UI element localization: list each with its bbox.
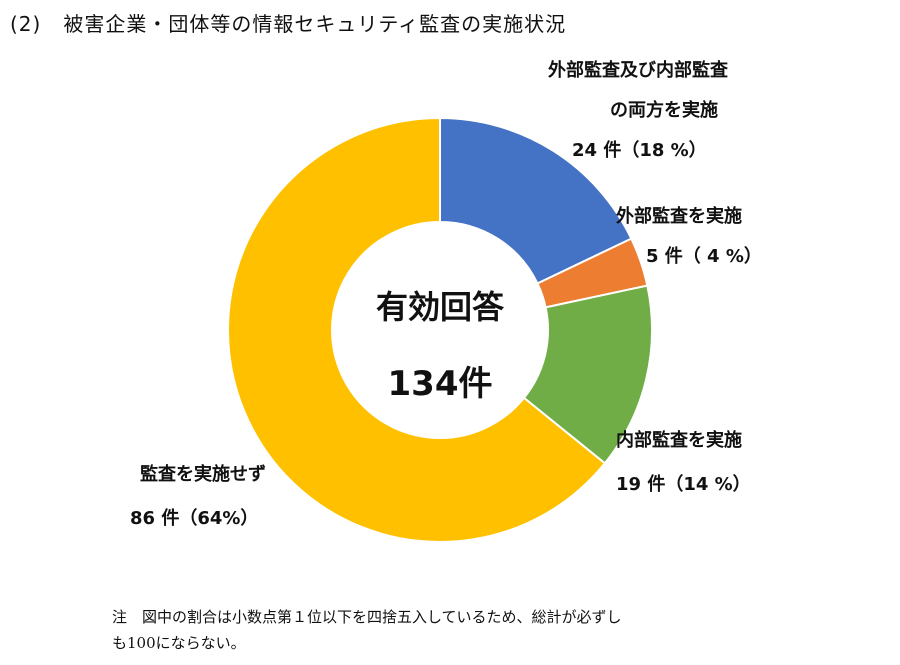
label-both-audits-line1: 外部監査及び内部監査	[548, 60, 728, 81]
label-external-audit: 外部監査を実施	[616, 206, 742, 227]
label-both-audits-line2: の両方を実施	[610, 100, 718, 121]
slice-no-audit	[227, 116, 607, 543]
section-number: (2)	[10, 12, 42, 36]
center-label-title: 有効回答	[375, 288, 504, 326]
footnote: 注 図中の割合は小数点第１位以下を四捨五入しているため、総計が必ずし も100に…	[112, 604, 782, 656]
center-label-total: 134件	[387, 364, 493, 404]
footnote-line-1: 注 図中の割合は小数点第１位以下を四捨五入しているため、総計が必ずし	[112, 608, 622, 626]
value-no-audit: 86 件（64%）	[130, 508, 259, 529]
donut-chart	[227, 116, 653, 543]
section-title: 被害企業・団体等の情報セキュリティ監査の実施状況	[63, 12, 567, 36]
value-both-audits: 24 件（18 %）	[572, 140, 707, 161]
label-no-audit: 監査を実施せず	[140, 464, 266, 485]
label-internal-audit: 内部監査を実施	[616, 430, 742, 451]
value-internal-audit: 19 件（14 %）	[616, 474, 751, 495]
footnote-line-2: も100にならない。	[112, 634, 246, 652]
value-external-audit: 5 件（ 4 %）	[646, 246, 762, 267]
page-heading: (2) 被害企業・団体等の情報セキュリティ監査の実施状況	[10, 8, 566, 37]
slice-both-audits	[439, 116, 633, 285]
